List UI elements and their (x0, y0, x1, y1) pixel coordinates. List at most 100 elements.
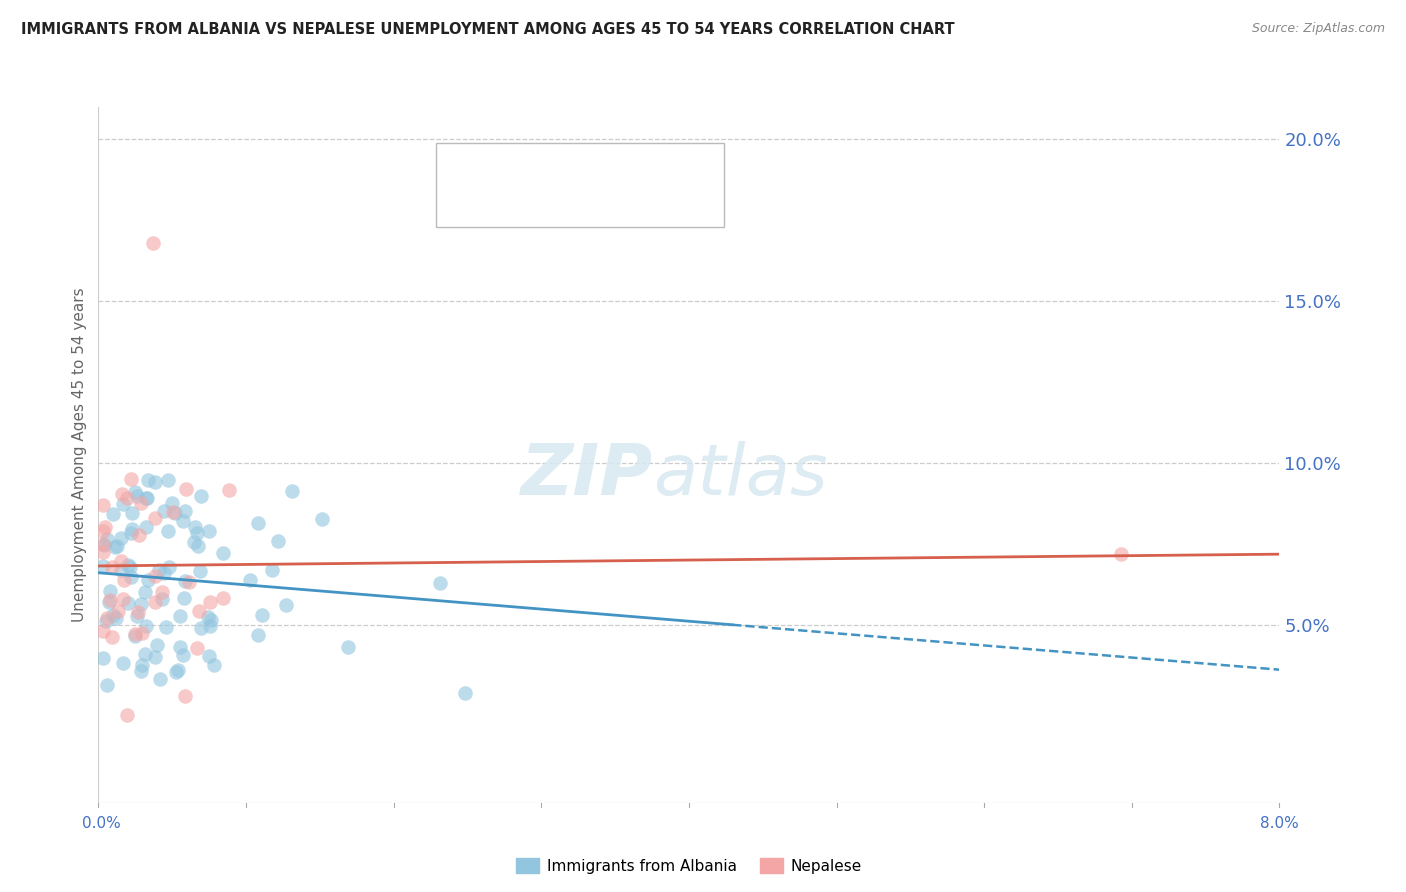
Point (188, 564, 211, 578)
Point (212, 546, 235, 560)
Point (96, 611, 118, 625)
Point (104, 611, 127, 625)
Point (198, 649, 221, 664)
Point (274, 598, 297, 612)
Point (91, 545, 114, 559)
Point (172, 514, 194, 528)
Point (136, 473, 159, 487)
Point (250, 607, 273, 622)
Point (267, 533, 290, 548)
Point (136, 573, 159, 587)
Point (167, 664, 190, 678)
Point (96, 678, 118, 692)
Point (281, 483, 304, 498)
Text: 8.0%: 8.0% (1260, 816, 1299, 831)
Point (173, 591, 195, 606)
Point (146, 638, 169, 652)
Point (98, 583, 121, 598)
Point (91, 559, 114, 574)
Point (247, 628, 270, 642)
Point (190, 490, 212, 504)
Point (128, 528, 150, 542)
Point (176, 482, 198, 496)
Point (101, 560, 124, 574)
Point (100, 630, 122, 644)
Point (186, 525, 208, 540)
Point (127, 605, 149, 619)
Point (183, 535, 205, 549)
Point (120, 472, 142, 486)
Point (184, 520, 207, 534)
Point (121, 522, 143, 536)
Point (115, 708, 138, 723)
Point (149, 672, 172, 686)
Point (104, 540, 127, 554)
Point (117, 558, 139, 572)
Point (110, 554, 132, 568)
Point (135, 491, 157, 506)
Point (112, 592, 135, 607)
Point (187, 539, 209, 553)
Text: R = -0.069   N = 88: R = -0.069 N = 88 (502, 162, 685, 177)
Point (91, 651, 114, 665)
Point (165, 665, 187, 679)
Point (124, 627, 146, 641)
Point (96, 532, 118, 546)
Point (198, 524, 221, 539)
Point (262, 563, 284, 577)
Point (198, 618, 221, 632)
Point (336, 640, 359, 655)
Point (429, 576, 451, 591)
Point (174, 504, 197, 518)
Point (120, 526, 142, 541)
Point (124, 485, 146, 500)
Point (136, 491, 159, 505)
Bar (457, 191, 488, 216)
Point (94, 520, 117, 534)
Point (91, 524, 114, 538)
Point (212, 591, 235, 606)
Point (129, 496, 152, 510)
Point (110, 563, 132, 577)
Point (145, 569, 167, 583)
Point (131, 597, 153, 611)
Point (135, 520, 157, 534)
Point (127, 609, 149, 624)
Point (157, 559, 180, 574)
Text: ZIP: ZIP (522, 442, 654, 510)
Point (148, 563, 170, 577)
Point (153, 566, 176, 580)
Point (218, 483, 240, 497)
Legend: Immigrants from Albania, Nepalese: Immigrants from Albania, Nepalese (510, 852, 868, 880)
Point (125, 489, 148, 503)
Point (91, 536, 114, 550)
Point (115, 491, 138, 505)
Point (129, 664, 152, 678)
Point (150, 585, 173, 599)
Point (197, 610, 219, 624)
Point (160, 496, 183, 510)
Point (93, 538, 115, 552)
Point (134, 647, 156, 661)
Text: IMMIGRANTS FROM ALBANIA VS NEPALESE UNEMPLOYMENT AMONG AGES 45 TO 54 YEARS CORRE: IMMIGRANTS FROM ALBANIA VS NEPALESE UNEM… (21, 22, 955, 37)
Point (142, 235, 165, 250)
Point (143, 595, 166, 609)
Point (93, 624, 115, 639)
Point (1109, 547, 1132, 561)
Point (186, 641, 208, 656)
Point (453, 686, 475, 700)
Point (239, 573, 262, 587)
Point (117, 596, 139, 610)
Point (134, 584, 156, 599)
Point (131, 658, 153, 673)
Point (124, 630, 146, 644)
Point (101, 607, 124, 622)
Point (177, 575, 200, 590)
Point (98, 595, 121, 609)
Point (121, 506, 143, 520)
Point (103, 508, 125, 522)
Point (131, 626, 153, 640)
Point (156, 473, 179, 487)
Point (135, 619, 157, 633)
Point (163, 506, 186, 520)
